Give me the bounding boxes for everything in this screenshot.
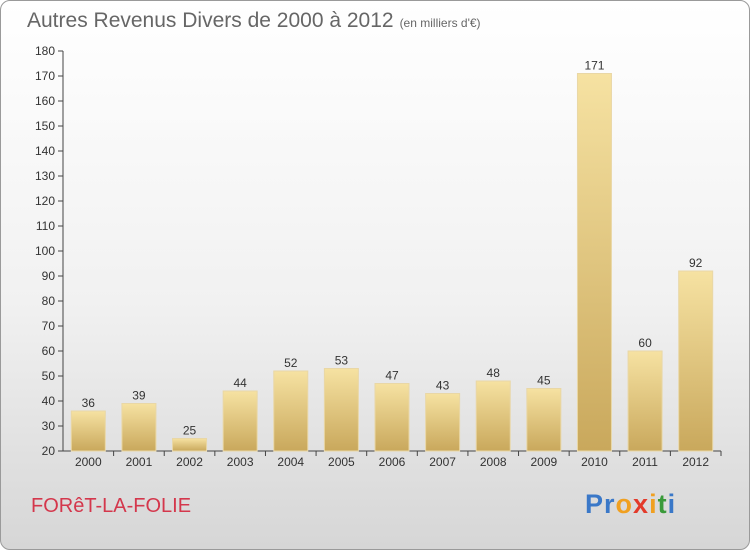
logo-letter: r bbox=[604, 489, 616, 519]
x-tick-label: 2001 bbox=[126, 455, 153, 469]
data-label: 43 bbox=[436, 379, 450, 393]
y-tick-label: 120 bbox=[35, 194, 55, 208]
logo-letter: P bbox=[585, 489, 605, 519]
logo-letter: o bbox=[615, 489, 634, 519]
y-tick-label: 30 bbox=[42, 419, 56, 433]
chart-title-text: Autres Revenus Divers de 2000 à 2012 bbox=[27, 9, 394, 32]
logo-letter: i bbox=[649, 489, 658, 519]
y-tick-label: 70 bbox=[42, 319, 56, 333]
y-tick-label: 140 bbox=[35, 144, 55, 158]
y-tick-label: 160 bbox=[35, 94, 55, 108]
data-label: 39 bbox=[132, 389, 146, 403]
bar bbox=[425, 393, 461, 452]
data-label: 48 bbox=[487, 366, 501, 380]
y-tick-label: 40 bbox=[42, 394, 56, 408]
x-tick-label: 2010 bbox=[581, 455, 608, 469]
bar bbox=[323, 368, 359, 452]
chart-unit: (en milliers d'€) bbox=[399, 16, 481, 30]
x-tick-label: 2007 bbox=[429, 455, 456, 469]
x-tick-label: 2003 bbox=[227, 455, 254, 469]
x-tick-label: 2006 bbox=[379, 455, 406, 469]
bar bbox=[172, 438, 208, 452]
y-tick-label: 170 bbox=[35, 69, 55, 83]
logo-letter: i bbox=[667, 489, 677, 519]
data-label: 25 bbox=[183, 424, 197, 438]
y-tick-label: 110 bbox=[36, 219, 55, 233]
y-tick-label: 60 bbox=[42, 344, 56, 358]
proxiti-logo: Proxiti bbox=[585, 489, 676, 520]
x-tick-label: 2008 bbox=[480, 455, 507, 469]
x-tick-label: 2011 bbox=[632, 455, 658, 469]
chart-title: Autres Revenus Divers de 2000 à 2012 (en … bbox=[27, 9, 481, 33]
x-tick-label: 2012 bbox=[682, 455, 709, 469]
y-tick-label: 90 bbox=[42, 269, 56, 283]
data-label: 36 bbox=[82, 396, 96, 410]
x-tick-label: 2005 bbox=[328, 455, 355, 469]
labels: 2000 36 2001 39 2002 25 2003 44 2004 52 2005 53 2006… bbox=[75, 59, 709, 470]
data-label: 45 bbox=[537, 374, 551, 388]
y-tick-label: 50 bbox=[42, 369, 56, 383]
x-tick-label: 2009 bbox=[530, 455, 557, 469]
bar bbox=[222, 390, 258, 452]
y-tick-label: 150 bbox=[35, 119, 55, 133]
bars bbox=[70, 73, 714, 452]
x-tick-label: 2004 bbox=[277, 455, 304, 469]
data-label: 171 bbox=[584, 59, 604, 73]
data-label: 52 bbox=[284, 356, 298, 370]
logo-letter: t bbox=[657, 489, 668, 519]
commune-name: FORêT-LA-FOLIE bbox=[31, 495, 192, 517]
bar bbox=[273, 370, 309, 452]
data-label: 47 bbox=[385, 369, 399, 383]
bar bbox=[627, 350, 663, 452]
x-tick-label: 2002 bbox=[176, 455, 203, 469]
data-label: 92 bbox=[689, 256, 703, 270]
bar bbox=[576, 73, 612, 452]
bar bbox=[475, 380, 511, 452]
bar bbox=[526, 388, 562, 452]
data-label: 53 bbox=[335, 354, 349, 368]
bar bbox=[121, 403, 157, 452]
y-tick-label: 180 bbox=[35, 44, 55, 58]
data-label: 44 bbox=[233, 376, 247, 390]
x-tick-label: 2000 bbox=[75, 455, 102, 469]
y-tick-label: 130 bbox=[35, 169, 55, 183]
bar bbox=[70, 410, 106, 452]
y-tick-label: 100 bbox=[35, 244, 55, 258]
logo-letter: x bbox=[633, 489, 650, 519]
data-label: 60 bbox=[638, 336, 652, 350]
y-tick-label: 80 bbox=[42, 294, 56, 308]
bar bbox=[678, 270, 714, 452]
y-tick-label: 20 bbox=[42, 444, 56, 458]
bar bbox=[374, 383, 410, 452]
